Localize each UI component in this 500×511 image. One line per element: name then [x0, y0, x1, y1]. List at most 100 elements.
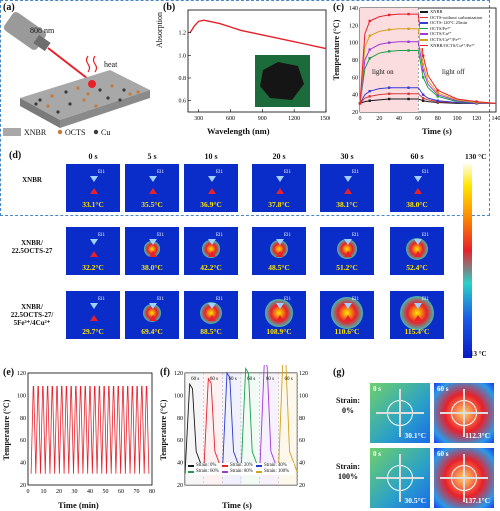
strain-curve	[221, 371, 242, 474]
hotspot-marker-icon	[90, 188, 98, 194]
color-scale-bar	[463, 162, 472, 358]
series-point	[407, 86, 410, 89]
series-point	[407, 92, 410, 95]
y-tick-label: 20	[352, 110, 358, 116]
marker-label: El1	[422, 233, 429, 238]
hotspot-marker-icon	[344, 251, 352, 257]
marker-label: El1	[284, 297, 291, 302]
marker-label: El1	[422, 297, 429, 302]
cursor-marker-icon	[149, 176, 157, 182]
series-line	[359, 49, 497, 104]
cursor-marker-icon	[90, 303, 98, 309]
x-tick-label: 50	[103, 489, 109, 495]
segment-duration-label: 60 s	[247, 377, 255, 382]
series-line	[359, 28, 497, 104]
cursor-marker-icon	[149, 239, 157, 245]
legend-swatch	[420, 22, 428, 24]
cursor-marker-icon	[344, 176, 352, 182]
strain-thermal-tile: 60 s 112.3°C	[434, 383, 494, 443]
tile-temperature: 29.7°C	[82, 327, 104, 336]
heat-spot	[199, 301, 223, 325]
legend-text: XNBR/OCTS/Cu²⁺/Fe³⁺	[430, 42, 475, 48]
series-point	[475, 100, 478, 103]
y-tick-label: 120	[349, 23, 358, 29]
series-point	[387, 86, 391, 89]
marker-label: El1	[352, 170, 359, 175]
legend-octs-swatch	[57, 129, 63, 135]
particle	[128, 92, 132, 96]
y-tick-label-right: 40	[299, 461, 305, 467]
x-tick-label: 0	[359, 116, 362, 122]
legend-swatch	[188, 471, 194, 473]
cursor-marker-icon	[276, 239, 284, 245]
marker-label: El1	[352, 233, 359, 238]
series-point	[421, 69, 425, 72]
g-row2-label: Strain: 100%	[336, 462, 360, 481]
particle	[94, 104, 98, 108]
segment-duration-label: 60 s	[228, 377, 236, 382]
strain-thermal-tile: 0 s 30.1°C	[370, 383, 430, 443]
thermal-tile: El1 35.5°C	[125, 164, 179, 212]
sample-slab	[20, 70, 150, 128]
heat-waves	[85, 55, 98, 73]
panel-f-ylabel: Temperature (°C)	[159, 399, 168, 461]
marker-label: El1	[157, 170, 164, 175]
legend-xnbr-label: XNBR	[24, 128, 47, 137]
panel-a-label: (a)	[3, 2, 15, 13]
tile-temperature: 48.5°C	[268, 263, 290, 272]
segment-duration-label: 60 s	[191, 377, 199, 382]
legend-entry: OCTS/Cu²⁺	[420, 31, 482, 37]
particle	[64, 90, 68, 94]
y-tick-label-right: 120	[299, 371, 308, 377]
light-on-label: light on	[372, 68, 394, 76]
heat-spot	[400, 296, 434, 330]
strain-curve	[240, 367, 261, 474]
x-tick-label: 70	[134, 489, 140, 495]
heat-label: heat	[104, 60, 118, 69]
series-point	[436, 91, 439, 95]
series-point	[407, 40, 410, 43]
hotspot-marker-icon	[208, 315, 216, 321]
series-point	[407, 12, 410, 16]
temperature-label: 112.3°C	[465, 431, 490, 440]
legend-text: Strain: 40%	[264, 463, 287, 468]
x-tick-label: 80	[149, 489, 155, 495]
y-tick-label: 140	[349, 6, 358, 12]
laser-spot	[88, 80, 96, 88]
hotspot-marker-icon	[276, 188, 284, 194]
series-point	[387, 92, 391, 95]
panel-e-label: (e)	[3, 367, 15, 378]
particle	[122, 88, 126, 92]
x-tick-label: 40	[87, 489, 93, 495]
x-tick-label: 100	[453, 116, 462, 122]
panel-f-chart: 60 s 60 s 60 s 60 s 60 s 60 s 20 40 60 80 100 120 20…	[174, 365, 308, 489]
legend-entry: Strain: 40%	[256, 463, 290, 469]
legend-xnbr-swatch	[3, 128, 21, 136]
tile-temperature: 38.0°C	[406, 200, 428, 209]
particle	[86, 92, 90, 96]
thermal-tile: El1 36.9°C	[184, 164, 238, 212]
thermal-tile: El1 69.4°C	[125, 291, 179, 339]
time-label: 0 s	[373, 450, 381, 458]
marker-label: El1	[157, 297, 164, 302]
thermal-tile: El1 115.4°C	[390, 291, 444, 339]
legend-octs-label: OCTS	[65, 128, 86, 137]
series-point	[368, 99, 371, 102]
thermal-tile: El1 32.2°C	[66, 227, 120, 275]
electrode-horizontal	[376, 477, 424, 479]
hotspot-marker-icon	[344, 315, 352, 321]
legend-text: OCTS/Fe³⁺	[430, 25, 451, 31]
tile-temperature: 51.2°C	[336, 263, 358, 272]
thermal-tile: El1 48.5°C	[252, 227, 306, 275]
particle	[82, 98, 86, 102]
hotspot-marker-icon	[149, 188, 157, 194]
y-tick-label: 40	[177, 461, 183, 467]
series-point	[436, 99, 439, 102]
x-tick-label: 80	[435, 116, 441, 122]
series-line	[359, 41, 497, 104]
cursor-marker-icon	[344, 239, 352, 245]
segment-background	[222, 373, 241, 485]
hotspot-marker-icon	[149, 251, 157, 257]
segment-duration-label: 60 s	[284, 377, 292, 382]
marker-label: El1	[157, 233, 164, 238]
